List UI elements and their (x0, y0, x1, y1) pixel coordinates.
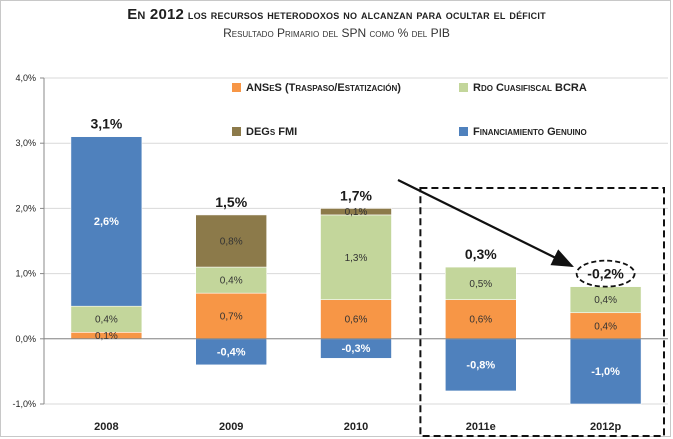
data-label: 1,3% (345, 253, 368, 264)
bar-segment (320, 299, 392, 340)
bar-segment (444, 266, 517, 300)
bar-segment (70, 136, 143, 307)
data-label: 0,5% (469, 279, 492, 290)
chart-subtitle: Resultado Primario del SPN como % del PI… (223, 26, 450, 40)
data-label: 0,8% (220, 237, 243, 248)
data-label: 0,6% (469, 315, 492, 326)
bar-segment (320, 208, 392, 216)
data-label: -1,0% (591, 366, 620, 378)
data-label: -0,4% (217, 346, 246, 358)
y-tick-label: -1,0% (12, 399, 36, 409)
y-tick-label: 4,0% (15, 73, 36, 83)
data-label: 0,4% (594, 295, 617, 306)
total-label: 3,1% (90, 116, 122, 132)
data-label: 0,4% (220, 276, 243, 287)
x-tick-label: 2012p (590, 421, 621, 433)
data-label: 0,1% (345, 207, 368, 218)
chart-title-lead: En 2012 (127, 6, 185, 23)
x-tick-label: 2010 (344, 421, 368, 433)
trend-arrow (397, 179, 574, 267)
bar-segment (195, 214, 267, 268)
bar-segment (70, 305, 143, 333)
total-label: 1,5% (215, 194, 247, 210)
legend-swatch (459, 127, 468, 136)
highlight-ellipse (575, 259, 636, 288)
data-label: 0,1% (95, 331, 118, 342)
data-label: 0,4% (95, 315, 118, 326)
chart-title-rest: los recursos heterodoxos no alcanzan par… (187, 7, 546, 22)
legend-swatch (459, 83, 468, 92)
x-tick-label: 2011e (466, 421, 496, 433)
legend-label: DEGs FMI (246, 126, 297, 138)
data-label: 0,4% (594, 321, 617, 332)
data-label: -0,8% (466, 359, 495, 371)
highlight-box (419, 187, 665, 437)
bar-segment (569, 286, 642, 314)
bar-segment (320, 214, 392, 300)
legend-label: ANSeS (Traspaso/Estatización) (246, 82, 401, 94)
total-label: -0,2% (587, 266, 624, 282)
data-label: 2,6% (94, 216, 119, 228)
bar-segment (444, 338, 517, 392)
bar-segment (569, 338, 642, 405)
legend-swatch (232, 83, 241, 92)
data-label: 0,6% (345, 315, 368, 326)
data-label: -0,3% (342, 343, 371, 355)
total-label: 1,7% (340, 187, 372, 203)
data-label: 0,7% (220, 311, 243, 322)
total-label: 0,3% (465, 246, 497, 262)
y-tick-label: 1,0% (15, 269, 36, 279)
title-block: En 2012 los recursos heterodoxos no alca… (0, 6, 673, 40)
chart-title: En 2012 los recursos heterodoxos no alca… (0, 6, 673, 23)
y-tick-label: 3,0% (15, 138, 36, 148)
legend-label: Financiamiento Genuino (473, 126, 587, 138)
legend-label: Rdo Cuasifiscal BCRA (473, 82, 587, 94)
bar-segment (195, 338, 267, 366)
y-tick-label: 2,0% (15, 203, 36, 213)
legend-swatch (232, 127, 241, 136)
y-tick-label: 0,0% (15, 334, 36, 344)
x-tick-label: 2009 (219, 421, 243, 433)
bar-segment (569, 312, 642, 340)
x-tick-label: 2008 (94, 421, 118, 433)
